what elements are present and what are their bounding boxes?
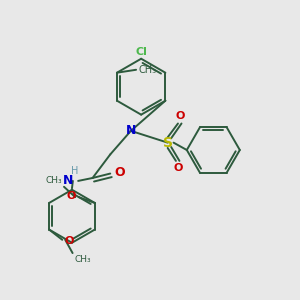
Text: O: O <box>174 163 183 173</box>
Text: O: O <box>64 236 74 246</box>
Text: Cl: Cl <box>135 47 147 57</box>
Text: CH₃: CH₃ <box>74 255 91 264</box>
Text: H: H <box>70 166 78 176</box>
Text: N: N <box>62 174 73 188</box>
Text: O: O <box>67 190 76 201</box>
Text: N: N <box>126 124 136 137</box>
Text: CH₃: CH₃ <box>46 176 62 185</box>
Text: O: O <box>176 111 185 122</box>
Text: O: O <box>114 166 125 178</box>
Text: CH₃: CH₃ <box>138 65 157 75</box>
Text: S: S <box>163 136 173 150</box>
